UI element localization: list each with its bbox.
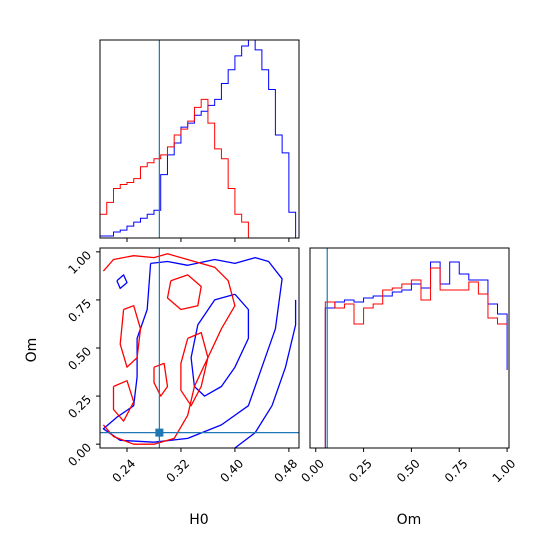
h0-om-contour-panel: 0.24 0.32 0.40 0.480.000.250.500.751.00 H0 … [24, 247, 300, 528]
om-y-tick-label: 0.50 [65, 344, 94, 373]
om-histogram-frame [309, 247, 510, 449]
om-x-tick-label: 0.50 [394, 456, 423, 485]
contour-blue [190, 293, 250, 397]
contour-red [119, 305, 142, 368]
contour-red [180, 331, 209, 407]
contour-red [166, 274, 202, 311]
om-x-tick-label: 0.00 [298, 456, 327, 485]
om-y-tick-label: 0.75 [65, 296, 94, 325]
h0-x-tick-label: 0.40 [217, 456, 246, 485]
contour-blue [102, 256, 283, 443]
h0-histogram-blue [99, 39, 297, 238]
y-axis-label-om: Om [24, 338, 40, 363]
h0-histogram-panel [99, 39, 300, 242]
h0-histogram-frame [99, 39, 300, 239]
om-y-tick-label: 0.25 [65, 392, 94, 421]
h0-x-tick-label: 0.48 [271, 456, 300, 485]
om-x-tick-label: 1.00 [490, 456, 519, 485]
contour-red [102, 253, 236, 445]
h0-histogram-red [99, 98, 296, 239]
om-y-tick-label: 1.00 [65, 248, 94, 277]
x-axis-label-h0: H0 [189, 512, 208, 528]
contour-blue [116, 274, 128, 290]
om-x-tick-label: 0.25 [346, 456, 375, 485]
om-histogram-panel: 0.00 0.25 0.50 0.75 1.00 Om [298, 247, 519, 528]
h0-x-tick-label: 0.32 [163, 456, 192, 485]
om-histogram-red [315, 267, 508, 449]
contour-red [153, 362, 169, 397]
om-y-tick-label: 0.00 [65, 440, 94, 469]
contour-blue [234, 299, 297, 448]
contour-red [112, 380, 135, 422]
h0-x-tick-label: 0.24 [110, 456, 139, 485]
truth-marker [155, 428, 164, 437]
om-x-tick-label: 0.75 [442, 456, 471, 485]
contour-frame [99, 247, 300, 449]
x-axis-label-om: Om [397, 512, 422, 528]
